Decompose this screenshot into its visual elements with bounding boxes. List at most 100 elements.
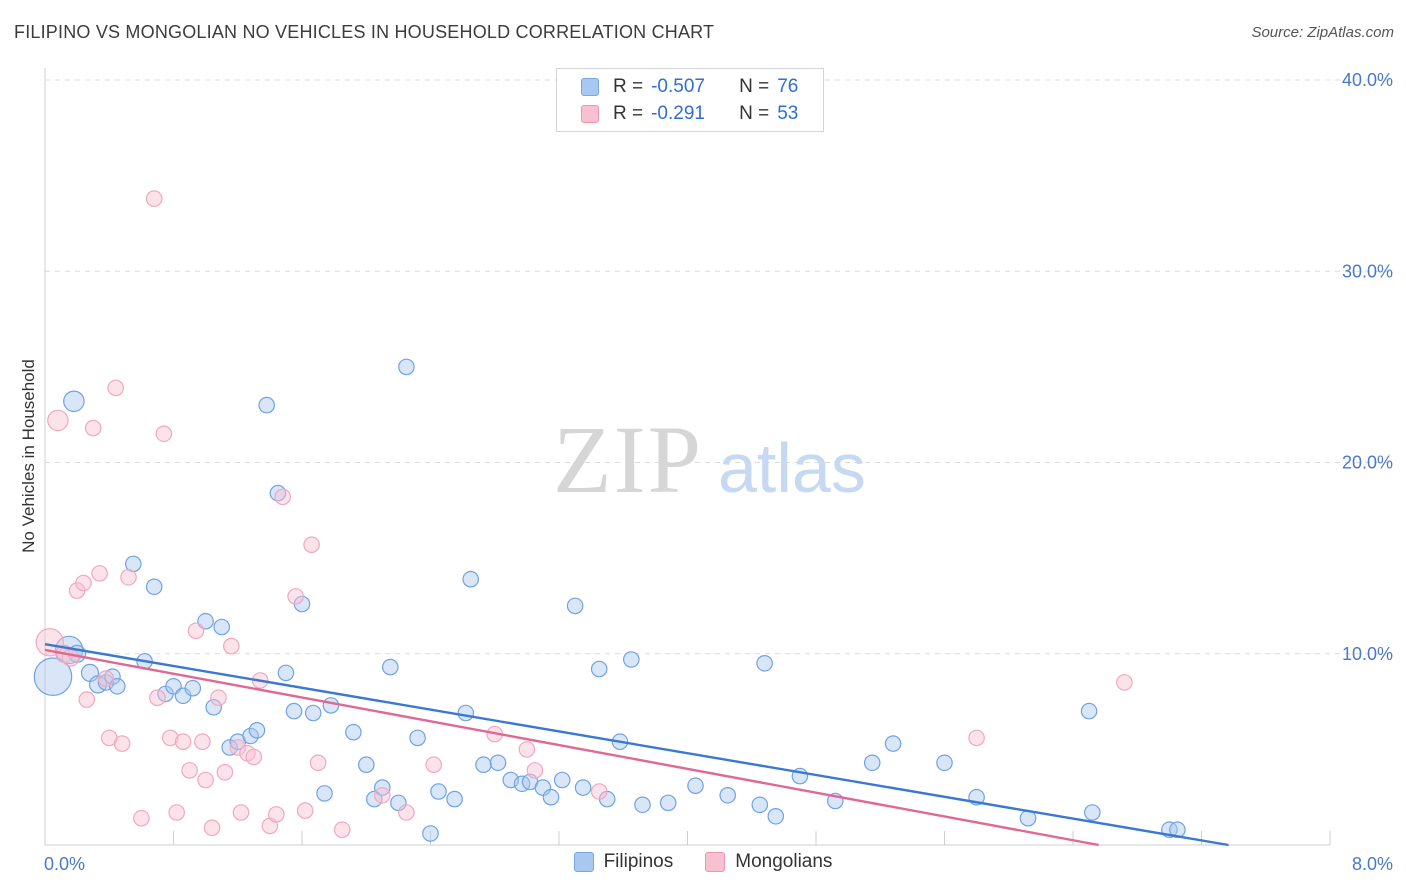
filipinos-point [566,597,584,615]
data-points [33,190,1186,842]
legend-r-value: -0.291 [651,103,705,124]
legend-r-label: R = [613,76,644,97]
filipinos-point [398,358,415,376]
legend-n-value: 76 [777,76,799,97]
mongolians-point [518,741,536,758]
mongolians-point [1116,674,1133,691]
series-legend-mongolians: Mongolians [705,851,832,873]
correlation-legend: R = -0.507 N = 76 R = -0.291 N = 53 [556,68,824,132]
mongolians-point [97,670,115,687]
mongolians-point [223,637,240,655]
series-swatch-filipinos [573,852,594,872]
legend-row-mongolians: R = -0.291 N = 53 [581,103,798,125]
filipinos-point [381,658,399,676]
mongolians-point [309,754,327,772]
mongolians-point [113,735,131,752]
series-legend-filipinos: Filipinos [573,851,674,873]
filipinos-point [756,654,773,672]
mongolians-point [296,802,314,819]
filipinos-point [422,825,439,842]
filipinos-point [457,704,475,722]
mongolians-point [120,568,137,586]
filipinos-point [574,779,592,796]
mongolians-point [425,756,442,773]
filipinos-point [184,679,202,697]
gridlines [45,79,1392,655]
mongolians-point [590,783,608,800]
filipinos-point [767,807,785,825]
mongolians-point [267,806,285,823]
filipinos-point [1080,702,1098,720]
y-tick-label: 40.0% [1342,70,1393,90]
filipinos-point [316,785,333,802]
mongolians-trend-line [44,648,1099,847]
filipinos-point [285,702,303,720]
filipinos-point [1084,804,1101,821]
mongolians-point [197,771,214,789]
mongolians-point [229,739,247,756]
filipinos-point [33,657,73,697]
filipinos-point [304,704,322,722]
mongolians-point [245,748,263,766]
mongolians-point [526,762,544,779]
filipinos-point [687,777,704,794]
legend-n-value: 53 [777,103,799,124]
filipinos-point [936,754,953,772]
y-tick-label: 30.0% [1342,261,1393,281]
mongolians-point [303,536,320,553]
filipinos-point [751,796,769,814]
filipinos-point [489,754,507,772]
axes [44,68,1331,846]
filipinos-point [863,754,881,772]
y-tick-label: 10.0% [1342,644,1393,664]
watermark: ZIP atlas [553,406,866,513]
mongolians-point [133,809,150,827]
mongolians-point [47,409,69,432]
series-label-filipinos: Filipinos [603,851,674,872]
mongolians-point [274,488,291,506]
mongolians-point [78,691,96,708]
series-label-mongolians: Mongolians [735,851,833,872]
y-tick-label: 20.0% [1342,453,1393,473]
mongolians-point [155,425,173,443]
filipinos-point [634,796,651,814]
mongolians-point [194,733,211,750]
mongolians-point [84,419,102,437]
filipinos-point [322,697,340,714]
filipinos-point [357,756,375,773]
filipinos-point [622,651,640,668]
filipinos-point [430,783,447,800]
y-axis-title: No Vehicles in Household [19,359,38,553]
mongolians-point [91,565,108,582]
mongolians-point [75,574,92,592]
series-swatch-mongolians [705,852,726,872]
legend-swatch-filipinos [581,78,599,96]
mongolians-point [216,763,234,781]
mongolians-point [149,689,166,706]
filipinos-point [345,723,362,741]
mongolians-point [107,379,124,397]
filipinos-point [104,668,121,685]
trend-lines [44,643,1229,847]
watermark-atlas: atlas [718,429,866,507]
filipinos-trend-line [44,643,1229,847]
filipinos-point [109,677,126,695]
filipinos-point [248,721,266,739]
mongolians-point [174,733,192,750]
tick-labels: 10.0% 20.0% 30.0% 40.0% 0.0% 8.0% [44,70,1393,874]
mongolians-point [203,819,221,837]
mongolians-point [232,804,250,821]
filipinos-point [719,786,736,804]
mongolians-point [398,804,415,821]
filipinos-point [145,578,163,596]
mongolians-point [145,190,163,207]
mongolians-point [287,588,304,605]
filipinos-point [205,698,222,716]
x-tick-label-max: 8.0% [1352,854,1393,874]
filipinos-point [258,396,275,414]
legend-r-value: -0.507 [651,76,705,97]
filipinos-point [446,790,463,808]
filipinos-point [63,390,85,413]
filipinos-point [213,618,230,636]
